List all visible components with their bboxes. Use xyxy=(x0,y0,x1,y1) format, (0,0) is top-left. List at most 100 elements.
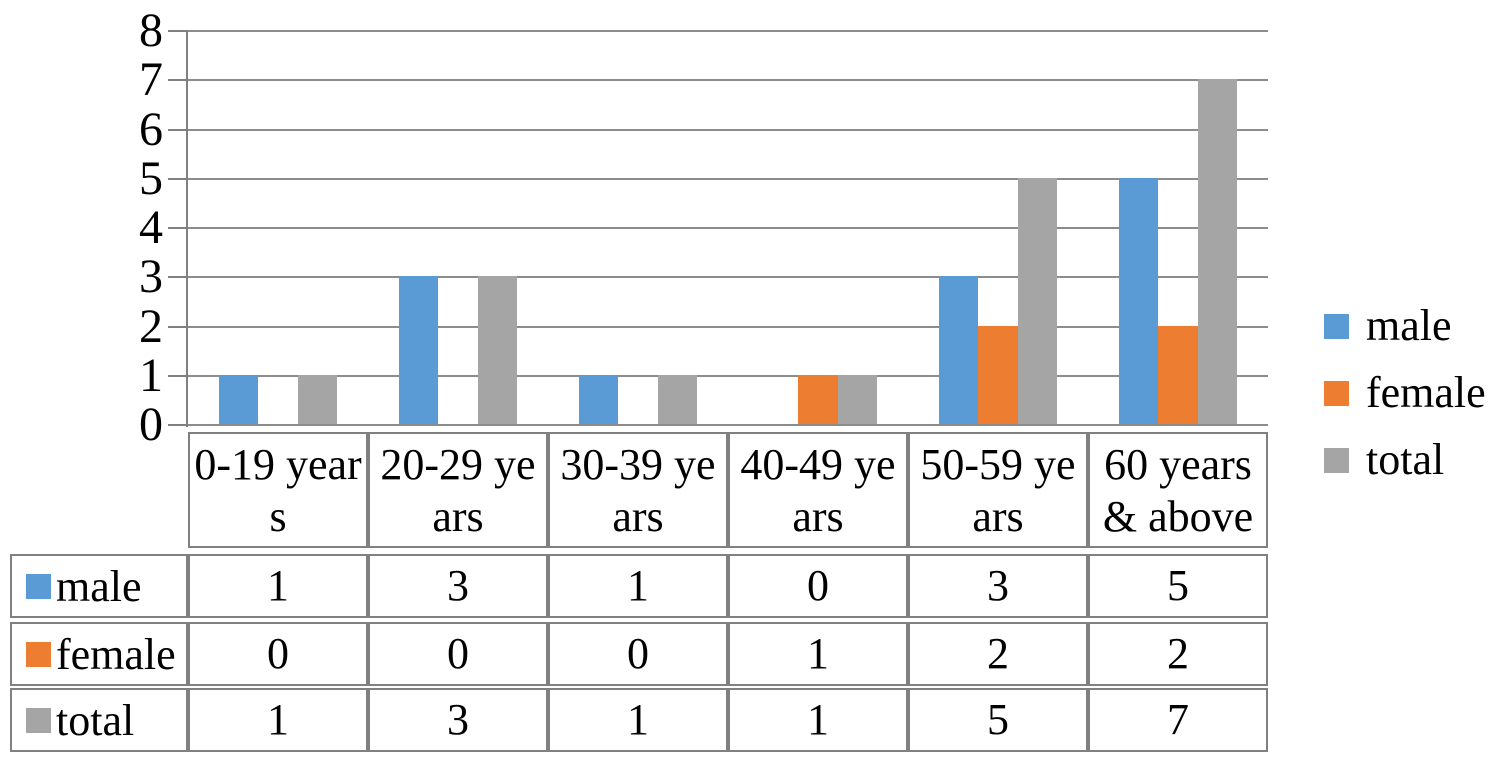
bar-total-0-19-years xyxy=(298,375,337,424)
total-color-swatch xyxy=(26,707,51,733)
series-name: total xyxy=(56,695,135,745)
gridline xyxy=(188,375,1268,377)
legend-label: female xyxy=(1366,368,1486,417)
category-header-cell: 50-59 ye ars xyxy=(908,432,1088,548)
category-label-line: 0-19 year xyxy=(194,440,362,489)
value-cell-male-0: 1 xyxy=(188,554,368,618)
y-tick-label: 5 xyxy=(139,152,163,205)
category-label-line: ars xyxy=(612,492,664,541)
legend-swatch-total xyxy=(1324,447,1349,473)
y-tick-mark xyxy=(168,375,188,377)
legend-item-female: female xyxy=(1324,371,1486,415)
bar-total-50-59-years xyxy=(1018,178,1057,424)
male-color-swatch xyxy=(26,573,51,599)
value-cell-female-0: 0 xyxy=(188,622,368,686)
bar-male-30-39-years xyxy=(579,375,618,424)
value-cell-total-3: 1 xyxy=(728,688,908,752)
y-tick-mark xyxy=(168,227,188,229)
y-axis-line xyxy=(186,30,188,427)
legend-item-male: male xyxy=(1324,304,1452,348)
category-label-line: 60 years xyxy=(1104,440,1252,489)
table-row-total: total 1 3 1 1 5 7 xyxy=(10,688,1268,752)
bar-male-20-29-years xyxy=(399,276,438,424)
y-tick-mark xyxy=(168,30,188,32)
y-tick-label: 3 xyxy=(139,250,163,303)
y-tick-label: 2 xyxy=(139,300,163,353)
bar-total-20-29-years xyxy=(478,276,517,424)
bar-female-40-49-years xyxy=(798,375,838,424)
y-tick-label: 7 xyxy=(139,53,163,106)
value-cell-female-5: 2 xyxy=(1088,622,1268,686)
category-header-cell: 20-29 ye ars xyxy=(368,432,548,548)
gridline xyxy=(188,276,1268,278)
gridline xyxy=(188,227,1268,229)
bar-female-50-59-years xyxy=(978,326,1018,424)
series-name: male xyxy=(56,561,142,611)
category-label-line: s xyxy=(269,492,287,541)
y-tick-label: 4 xyxy=(139,201,163,254)
category-label-line: & above xyxy=(1102,492,1254,541)
series-label-cell: total xyxy=(10,688,188,752)
gridline xyxy=(188,424,1268,426)
value-cell-female-4: 2 xyxy=(908,622,1088,686)
value-cell-total-1: 3 xyxy=(368,688,548,752)
value-cell-male-5: 5 xyxy=(1088,554,1268,618)
value-cell-male-4: 3 xyxy=(908,554,1088,618)
category-header-cell: 30-39 ye ars xyxy=(548,432,728,548)
value-cell-male-3: 0 xyxy=(728,554,908,618)
category-header-cell: 40-49 ye ars xyxy=(728,432,908,548)
value-cell-female-2: 0 xyxy=(548,622,728,686)
y-tick-label: 6 xyxy=(139,103,163,156)
bar-total-60-years-above xyxy=(1198,79,1237,424)
bar-male-60-years-above xyxy=(1119,178,1158,424)
table-row-female: female 0 0 0 1 2 2 xyxy=(10,622,1268,686)
category-label-line: 40-49 ye xyxy=(740,440,896,489)
legend-label: total xyxy=(1366,435,1445,484)
category-header-cell: 0-19 year s xyxy=(188,432,368,548)
category-axis-table-header: 0-19 year s 20-29 ye ars 30-39 ye ars 40-49 ye… xyxy=(188,432,1268,548)
series-name: female xyxy=(56,629,176,679)
y-tick-mark xyxy=(168,326,188,328)
value-cell-female-1: 0 xyxy=(368,622,548,686)
bar-total-40-49-years xyxy=(838,375,877,424)
y-tick-mark xyxy=(168,129,188,131)
gridline xyxy=(188,79,1268,81)
value-cell-female-3: 1 xyxy=(728,622,908,686)
gridline xyxy=(188,129,1268,131)
female-color-swatch xyxy=(26,641,51,667)
series-label-cell: female xyxy=(10,622,188,686)
series-label-cell: male xyxy=(10,554,188,618)
gridline xyxy=(188,30,1268,32)
bar-male-50-59-years xyxy=(939,276,978,424)
legend-swatch-male xyxy=(1324,313,1349,339)
value-cell-total-5: 7 xyxy=(1088,688,1268,752)
category-header-cell: 60 years & above xyxy=(1088,432,1268,548)
category-label-line: ars xyxy=(972,492,1024,541)
legend-item-total: total xyxy=(1324,438,1444,482)
y-tick-label: 8 xyxy=(139,4,163,57)
bar-female-60-years-above xyxy=(1158,326,1198,424)
y-tick-label: 0 xyxy=(139,398,163,451)
category-label-line: ars xyxy=(792,492,844,541)
gridline xyxy=(188,326,1268,328)
category-label-line: 20-29 ye xyxy=(380,440,536,489)
table-row-male: male 1 3 1 0 3 5 xyxy=(10,554,1268,618)
y-tick-mark xyxy=(168,178,188,180)
y-tick-label: 1 xyxy=(139,349,163,402)
y-tick-mark xyxy=(168,79,188,81)
y-tick-mark xyxy=(168,424,188,426)
y-tick-mark xyxy=(168,276,188,278)
category-label-line: 30-39 ye xyxy=(560,440,716,489)
bar-total-30-39-years xyxy=(658,375,697,424)
gridline xyxy=(188,178,1268,180)
bar-male-0-19-years xyxy=(219,375,258,424)
category-label-line: 50-59 ye xyxy=(920,440,1076,489)
value-cell-total-2: 1 xyxy=(548,688,728,752)
value-cell-male-1: 3 xyxy=(368,554,548,618)
category-label-line: ars xyxy=(432,492,484,541)
value-cell-total-4: 5 xyxy=(908,688,1088,752)
legend-label: male xyxy=(1366,301,1452,350)
value-cell-male-2: 1 xyxy=(548,554,728,618)
value-cell-total-0: 1 xyxy=(188,688,368,752)
